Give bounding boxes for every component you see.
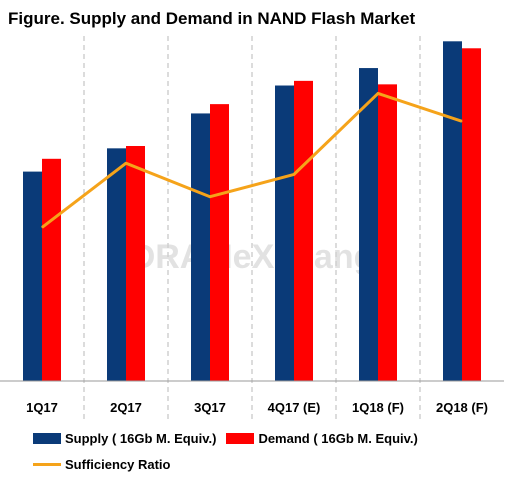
bar-demand: [462, 48, 481, 381]
bar-supply: [23, 171, 42, 381]
chart-title: Figure. Supply and Demand in NAND Flash …: [8, 9, 416, 28]
x-axis-ticks: 1Q17 2Q17 3Q17 4Q17 (E) 1Q18 (F) 2Q18 (F): [26, 400, 488, 415]
category-gridlines: [83, 36, 421, 419]
legend-label-supply: Supply ( 16Gb M. Equiv.): [65, 430, 217, 446]
x-tick-label: 1Q17: [26, 400, 58, 415]
sufficiency-ratio-point: [41, 226, 43, 228]
legend: Supply ( 16Gb M. Equiv.) Demand ( 16Gb M…: [33, 428, 428, 480]
x-tick-label: 4Q17 (E): [268, 400, 321, 415]
sufficiency-ratio-point: [461, 120, 463, 122]
sufficiency-ratio-point: [377, 92, 379, 94]
x-tick-label: 2Q18 (F): [436, 400, 488, 415]
legend-label-demand: Demand ( 16Gb M. Equiv.): [258, 430, 418, 446]
legend-swatch-ratio: [33, 462, 61, 466]
sufficiency-ratio-point: [125, 162, 127, 164]
bar-demand: [294, 80, 313, 382]
legend-swatch-supply: [33, 432, 61, 444]
bar-supply: [191, 113, 210, 381]
x-tick-label: 1Q18 (F): [352, 400, 404, 415]
x-tick-label: 3Q17: [194, 400, 226, 415]
legend-label-ratio: Sufficiency Ratio: [65, 456, 171, 472]
bar-demand: [126, 146, 145, 381]
bar-supply: [275, 85, 294, 381]
x-tick-label: 2Q17: [110, 400, 142, 415]
ratio-line-series: [41, 91, 463, 229]
sufficiency-ratio-point: [293, 173, 295, 175]
bar-supply: [107, 148, 126, 381]
sufficiency-ratio-point: [209, 196, 211, 198]
legend-item-ratio: Sufficiency Ratio: [33, 457, 170, 472]
bar-supply: [443, 41, 462, 381]
bar-series: [23, 41, 481, 382]
bar-demand: [378, 84, 397, 381]
sufficiency-ratio-line: [41, 91, 463, 229]
watermark-text: DRAMeXchange: [131, 238, 394, 276]
bar-demand: [42, 158, 61, 381]
legend-item-demand: Demand ( 16Gb M. Equiv.): [226, 430, 418, 446]
bar-demand: [210, 104, 229, 382]
legend-item-supply: Supply ( 16Gb M. Equiv.): [33, 431, 216, 446]
legend-swatch-demand: [226, 432, 255, 444]
bar-supply: [359, 68, 378, 382]
